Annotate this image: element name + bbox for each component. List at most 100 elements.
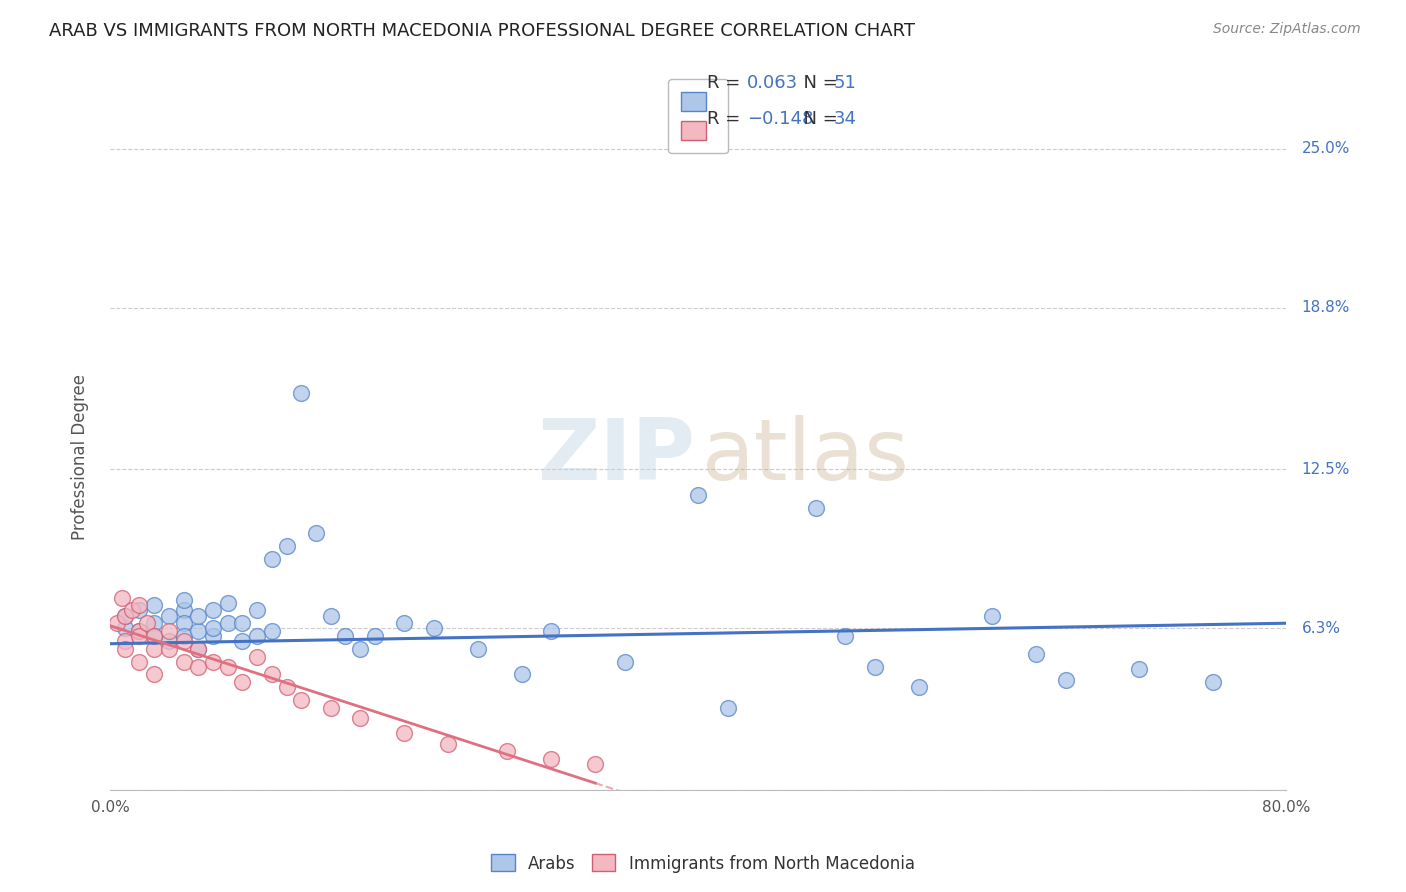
Point [187, 660, 209, 674]
Point [173, 629, 195, 643]
Point [437, 737, 460, 751]
Point [157, 608, 180, 623]
Point [143, 599, 166, 613]
Point [305, 526, 328, 541]
Point [173, 634, 195, 648]
Point [231, 616, 253, 631]
Point [157, 624, 180, 638]
Point [834, 629, 856, 643]
Point [583, 757, 606, 772]
Point [907, 681, 929, 695]
Point [128, 599, 150, 613]
Text: 12.5%: 12.5% [1302, 462, 1350, 477]
Point [1054, 673, 1077, 687]
Point [187, 608, 209, 623]
Point [510, 667, 533, 681]
Point [128, 655, 150, 669]
Text: R =: R = [707, 74, 747, 93]
Point [335, 629, 357, 643]
Point [173, 655, 195, 669]
Point [128, 624, 150, 638]
Point [392, 726, 415, 740]
Legend: Arabs, Immigrants from North Macedonia: Arabs, Immigrants from North Macedonia [485, 847, 921, 880]
Text: Source: ZipAtlas.com: Source: ZipAtlas.com [1213, 22, 1361, 37]
Point [157, 641, 180, 656]
Point [114, 641, 136, 656]
Point [1202, 675, 1225, 690]
Point [319, 701, 342, 715]
Point [804, 500, 827, 515]
Point [540, 624, 562, 638]
Point [143, 667, 166, 681]
Point [392, 616, 415, 631]
Point [143, 641, 166, 656]
Point [290, 385, 312, 400]
Point [276, 681, 298, 695]
Text: ZIP: ZIP [537, 415, 695, 498]
Point [121, 603, 143, 617]
Point [128, 629, 150, 643]
Point [349, 641, 371, 656]
Point [201, 629, 224, 643]
Text: ARAB VS IMMIGRANTS FROM NORTH MACEDONIA PROFESSIONAL DEGREE CORRELATION CHART: ARAB VS IMMIGRANTS FROM NORTH MACEDONIA … [49, 22, 915, 40]
Text: 0.063: 0.063 [747, 74, 799, 93]
Text: 34: 34 [834, 110, 858, 128]
Point [319, 608, 342, 623]
Point [246, 603, 269, 617]
Point [364, 629, 387, 643]
Point [688, 488, 710, 502]
Text: 6.3%: 6.3% [1302, 621, 1340, 636]
Point [716, 701, 738, 715]
Point [114, 634, 136, 648]
Point [143, 629, 166, 643]
Point [276, 539, 298, 553]
Point [187, 624, 209, 638]
Point [128, 603, 150, 617]
Point [863, 660, 886, 674]
Point [157, 634, 180, 648]
Point [290, 693, 312, 707]
Point [217, 596, 239, 610]
Point [114, 608, 136, 623]
Point [260, 552, 283, 566]
Point [540, 752, 562, 766]
Point [187, 641, 209, 656]
Point [173, 603, 195, 617]
Point [496, 744, 519, 758]
Point [1025, 647, 1047, 661]
Point [1128, 662, 1150, 676]
Point [246, 649, 269, 664]
Point [981, 608, 1004, 623]
Point [201, 603, 224, 617]
Point [422, 621, 444, 635]
Point [114, 608, 136, 623]
Point [128, 624, 150, 638]
Text: 51: 51 [834, 74, 856, 93]
Text: R =: R = [707, 110, 747, 128]
Point [143, 629, 166, 643]
Point [349, 711, 371, 725]
Text: N =: N = [792, 110, 844, 128]
Text: 18.8%: 18.8% [1302, 301, 1350, 316]
Text: 25.0%: 25.0% [1302, 142, 1350, 156]
Point [173, 593, 195, 607]
Point [135, 616, 157, 631]
Point [260, 667, 283, 681]
Text: N =: N = [792, 74, 844, 93]
Point [467, 641, 489, 656]
Point [217, 616, 239, 631]
Point [231, 675, 253, 690]
Point [260, 624, 283, 638]
Point [246, 629, 269, 643]
Point [187, 641, 209, 656]
Text: −0.148: −0.148 [747, 110, 813, 128]
Point [201, 621, 224, 635]
Text: atlas: atlas [702, 415, 910, 498]
Point [201, 655, 224, 669]
Point [173, 616, 195, 631]
Point [231, 634, 253, 648]
Point [217, 660, 239, 674]
Point [114, 621, 136, 635]
Y-axis label: Professional Degree: Professional Degree [72, 374, 89, 540]
Legend: , : , [668, 79, 728, 153]
